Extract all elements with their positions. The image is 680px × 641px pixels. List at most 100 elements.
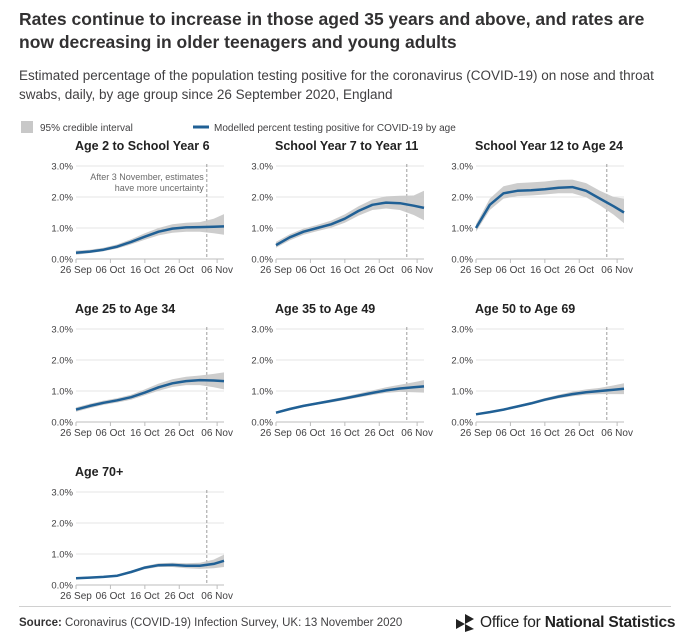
credible-interval-band (276, 190, 424, 248)
x-tick-label: 06 Nov (401, 428, 433, 439)
x-tick-label: 16 Oct (130, 265, 160, 276)
source-note: Source: Coronavirus (COVID-19) Infection… (19, 617, 402, 629)
panel-title: Age 35 to Age 49 (275, 302, 375, 316)
chart-panel: School Year 12 to Age 24 0.0% 1.0% 2.0% 3.0%… (451, 139, 633, 276)
y-tick-label: 0.0% (451, 418, 473, 429)
y-tick-label: 3.0% (451, 325, 473, 336)
y-tick-label: 1.0% (51, 550, 73, 561)
chart-panel: Age 70+ 0.0% 1.0% 2.0% 3.0% 26 Sep 06 Oct 16 Oc… (51, 465, 233, 602)
x-tick-label: 26 Sep (260, 428, 292, 439)
panel-title: Age 50 to Age 69 (475, 302, 575, 316)
x-tick-label: 06 Oct (296, 265, 326, 276)
x-tick-label: 26 Sep (460, 265, 492, 276)
y-tick-label: 2.0% (51, 356, 73, 367)
legend-line-label: Modelled percent testing positive for CO… (214, 123, 456, 134)
credible-interval-band (476, 179, 624, 232)
x-tick-label: 06 Oct (496, 428, 526, 439)
x-tick-label: 26 Oct (165, 428, 195, 439)
panel-title: School Year 12 to Age 24 (475, 139, 623, 153)
x-tick-label: 26 Sep (60, 591, 92, 602)
y-tick-label: 3.0% (451, 162, 473, 173)
y-tick-label: 0.0% (451, 255, 473, 266)
chart-panel: Age 35 to Age 49 0.0% 1.0% 2.0% 3.0% 26 Sep 06… (251, 302, 433, 439)
panel-title: Age 70+ (75, 465, 123, 479)
y-tick-label: 2.0% (251, 193, 273, 204)
ons-logo-text: Office for National Statistics (480, 614, 675, 632)
x-tick-label: 06 Nov (601, 428, 633, 439)
series-line (475, 387, 625, 416)
y-tick-label: 1.0% (251, 224, 273, 235)
x-tick-label: 26 Oct (565, 265, 595, 276)
credible-interval-band (76, 372, 224, 412)
x-tick-label: 06 Nov (201, 265, 233, 276)
panel-title: Age 2 to School Year 6 (75, 139, 210, 153)
series-line (75, 378, 225, 411)
legend: 95% credible interval Modelled percent te… (21, 121, 456, 134)
chart-title: Rates continue to increase in those aged… (19, 9, 645, 52)
y-tick-label: 0.0% (51, 418, 73, 429)
x-tick-label: 06 Oct (96, 265, 126, 276)
y-tick-label: 3.0% (251, 162, 273, 173)
y-tick-label: 2.0% (51, 193, 73, 204)
y-tick-label: 1.0% (251, 387, 273, 398)
x-tick-label: 26 Sep (260, 265, 292, 276)
small-multiples-chart: 95% credible interval Modelled percent te… (21, 121, 633, 602)
chart-panel: Age 2 to School Year 6 0.0% 1.0% 2.0% 3.0% 26… (51, 139, 233, 276)
source-text: Coronavirus (COVID-19) Infection Survey,… (65, 617, 403, 629)
y-tick-label: 0.0% (51, 581, 73, 592)
x-tick-label: 16 Oct (330, 265, 360, 276)
x-tick-label: 16 Oct (130, 428, 160, 439)
x-tick-label: 16 Oct (130, 591, 160, 602)
x-tick-label: 06 Oct (96, 591, 126, 602)
series-line (474, 185, 625, 229)
footer-divider (19, 606, 671, 607)
x-tick-label: 26 Sep (460, 428, 492, 439)
panel-title: Age 25 to Age 34 (75, 302, 175, 316)
legend-interval-label: 95% credible interval (40, 123, 133, 134)
x-tick-label: 16 Oct (530, 265, 560, 276)
y-tick-label: 2.0% (451, 193, 473, 204)
x-tick-label: 06 Oct (496, 265, 526, 276)
y-tick-label: 3.0% (251, 325, 273, 336)
y-tick-label: 3.0% (51, 325, 73, 336)
series-line (75, 559, 225, 580)
legend-interval-swatch (21, 121, 33, 133)
chart-subtitle: Estimated percentage of the population t… (19, 68, 654, 102)
y-tick-label: 2.0% (51, 519, 73, 530)
y-tick-label: 1.0% (451, 224, 473, 235)
ons-logo-icon (456, 614, 474, 632)
y-tick-label: 1.0% (51, 387, 73, 398)
x-tick-label: 26 Sep (60, 428, 92, 439)
cutoff-annotation: After 3 November, estimates (90, 172, 204, 182)
y-tick-label: 2.0% (451, 356, 473, 367)
x-tick-label: 06 Nov (201, 591, 233, 602)
x-tick-label: 06 Nov (401, 265, 433, 276)
x-tick-label: 26 Oct (365, 265, 395, 276)
panel-title: School Year 7 to Year 11 (275, 139, 418, 153)
y-tick-label: 3.0% (51, 162, 73, 173)
series-line (275, 385, 425, 414)
series-line (275, 201, 425, 247)
y-tick-label: 0.0% (251, 418, 273, 429)
x-tick-label: 26 Oct (165, 591, 195, 602)
y-tick-label: 0.0% (51, 255, 73, 266)
ons-logo: Office for National Statistics (455, 612, 675, 634)
y-tick-label: 0.0% (251, 255, 273, 266)
chart-panel: Age 50 to Age 69 0.0% 1.0% 2.0% 3.0% 26 Sep 06… (451, 302, 633, 439)
source-label: Source: (19, 617, 62, 629)
x-tick-label: 06 Oct (96, 428, 126, 439)
y-tick-label: 2.0% (251, 356, 273, 367)
x-tick-label: 16 Oct (330, 428, 360, 439)
x-tick-label: 06 Oct (296, 428, 326, 439)
ons-logo-prefix: Office for (480, 614, 545, 631)
cutoff-annotation: have more uncertainty (115, 183, 205, 193)
x-tick-label: 26 Sep (60, 265, 92, 276)
chart-panel: Age 25 to Age 34 0.0% 1.0% 2.0% 3.0% 26 Sep 06… (51, 302, 233, 439)
x-tick-label: 26 Oct (365, 428, 395, 439)
x-tick-label: 06 Nov (201, 428, 233, 439)
x-tick-label: 16 Oct (530, 428, 560, 439)
y-tick-label: 1.0% (451, 387, 473, 398)
chart-panels: Age 2 to School Year 6 0.0% 1.0% 2.0% 3.0% 26… (51, 139, 633, 602)
x-tick-label: 06 Nov (601, 265, 633, 276)
y-tick-label: 1.0% (51, 224, 73, 235)
